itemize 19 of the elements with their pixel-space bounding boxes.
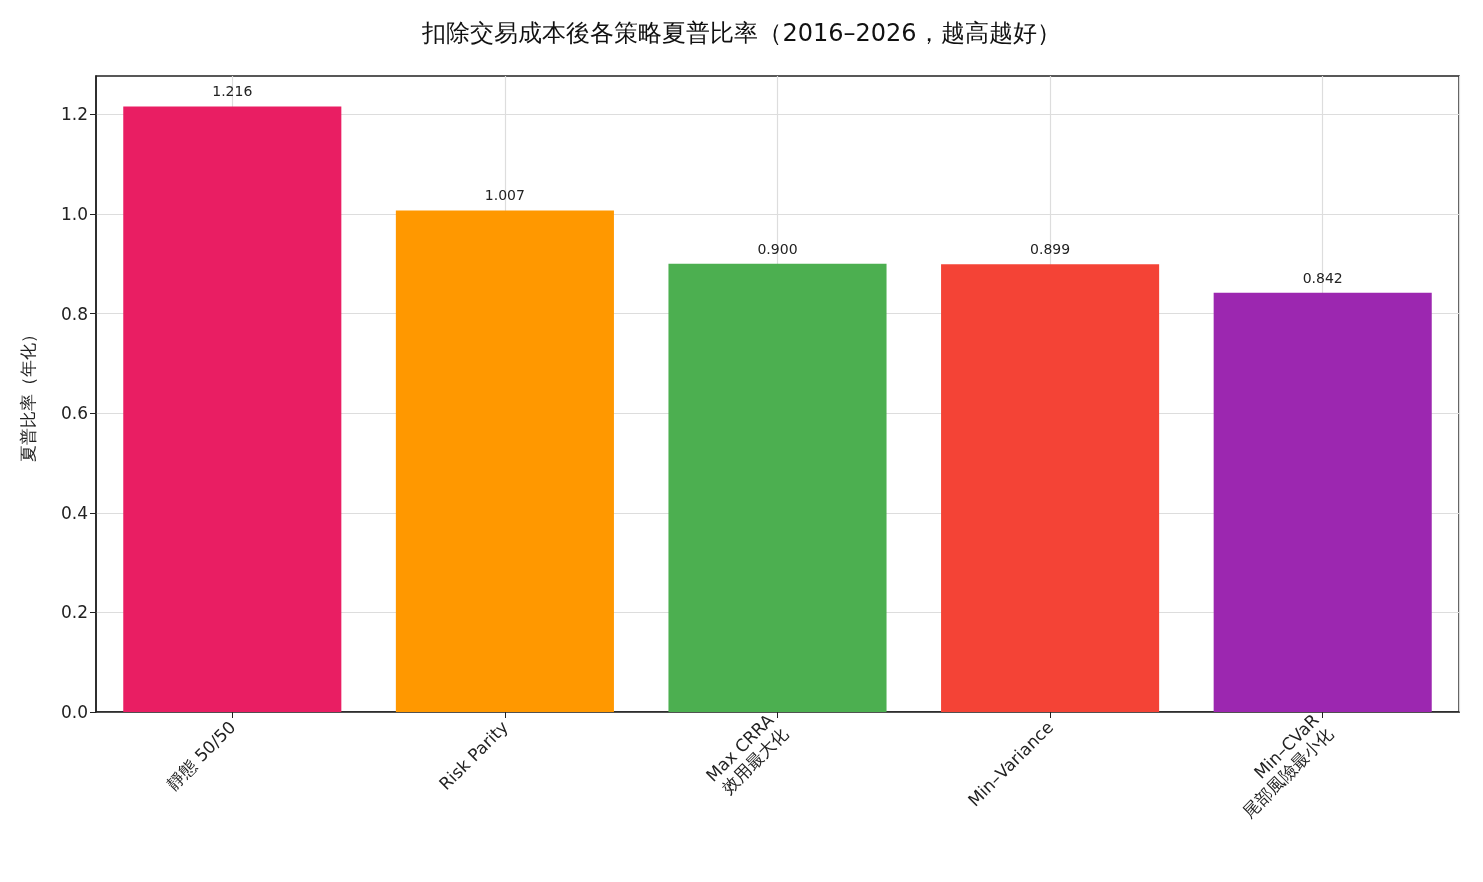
y-tick-label: 0.0	[60, 702, 88, 722]
data-label: 1.007	[484, 187, 525, 204]
bar	[941, 264, 1160, 712]
y-tick-label: 1.2	[60, 104, 88, 125]
data-label: 0.842	[1302, 269, 1343, 286]
bar	[1213, 292, 1432, 712]
chart-title: 扣除交易成本後各策略夏普比率（2016–2026，越高越好）	[421, 19, 1061, 47]
y-tick-label: 0.8	[60, 303, 88, 324]
data-label: 0.900	[757, 240, 798, 257]
data-label: 0.899	[1030, 241, 1071, 258]
bar	[668, 263, 887, 712]
y-tick-label: 0.6	[60, 403, 88, 424]
bar	[395, 210, 614, 712]
y-tick-label: 0.2	[60, 602, 88, 623]
y-tick-label: 0.4	[60, 502, 88, 523]
bar	[123, 106, 342, 712]
y-axis-title: 夏普比率（年化）	[17, 326, 38, 462]
data-label: 1.216	[212, 83, 253, 100]
y-tick-label: 1.0	[60, 203, 88, 224]
